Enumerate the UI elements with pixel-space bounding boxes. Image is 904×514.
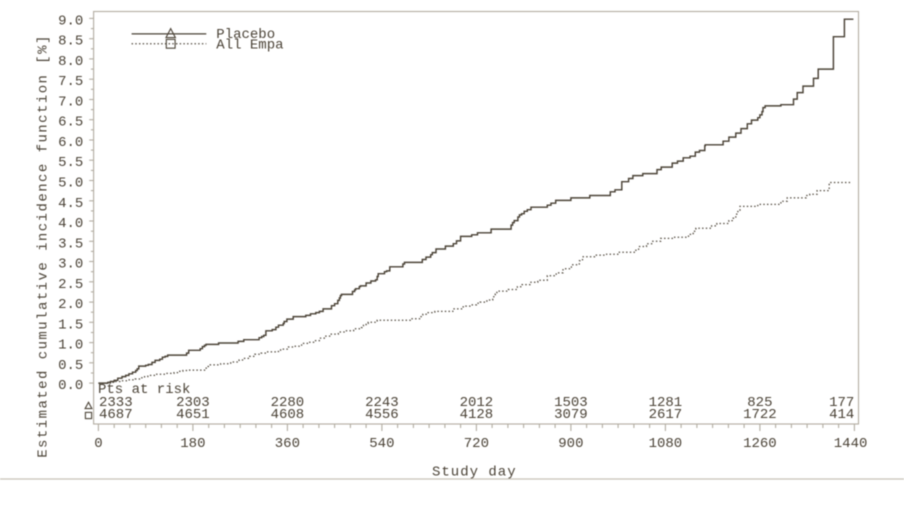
svg-text:1281: 1281 <box>649 395 683 411</box>
svg-text:0.5: 0.5 <box>58 358 83 374</box>
svg-text:4556: 4556 <box>365 407 399 423</box>
svg-text:4128: 4128 <box>460 407 494 423</box>
svg-text:7.0: 7.0 <box>58 95 83 111</box>
svg-text:1.0: 1.0 <box>58 338 83 354</box>
svg-text:177: 177 <box>829 395 854 411</box>
svg-text:7.5: 7.5 <box>58 74 83 90</box>
svg-text:2.5: 2.5 <box>58 277 83 293</box>
svg-text:2243: 2243 <box>365 395 399 411</box>
svg-text:2012: 2012 <box>460 395 494 411</box>
svg-text:Study day: Study day <box>432 464 517 480</box>
svg-text:8.0: 8.0 <box>58 54 83 70</box>
svg-text:2333: 2333 <box>99 395 133 411</box>
svg-text:2.0: 2.0 <box>58 297 83 313</box>
svg-text:8.5: 8.5 <box>58 34 83 50</box>
svg-text:4.5: 4.5 <box>58 196 83 212</box>
svg-text:540: 540 <box>369 436 394 452</box>
svg-text:3.5: 3.5 <box>58 236 83 252</box>
svg-text:825: 825 <box>747 395 772 411</box>
svg-text:900: 900 <box>558 436 583 452</box>
svg-text:414: 414 <box>829 407 854 423</box>
svg-text:5.0: 5.0 <box>58 176 83 192</box>
svg-text:1722: 1722 <box>743 407 777 423</box>
svg-text:6.5: 6.5 <box>58 115 83 131</box>
svg-text:5.5: 5.5 <box>58 155 83 171</box>
svg-text:0: 0 <box>94 436 102 452</box>
svg-text:4608: 4608 <box>271 407 305 423</box>
svg-text:1.5: 1.5 <box>58 317 83 333</box>
svg-text:4651: 4651 <box>176 407 210 423</box>
svg-text:All Empa: All Empa <box>216 37 283 53</box>
svg-text:Placebo: Placebo <box>216 27 275 43</box>
svg-text:2280: 2280 <box>271 395 305 411</box>
svg-text:2617: 2617 <box>649 407 683 423</box>
svg-text:180: 180 <box>180 436 205 452</box>
svg-text:1440: 1440 <box>834 436 868 452</box>
svg-text:Estimated cumulative incidence: Estimated cumulative incidence function … <box>36 34 52 458</box>
svg-text:1260: 1260 <box>743 436 777 452</box>
svg-text:4.0: 4.0 <box>58 216 83 232</box>
svg-text:0.0: 0.0 <box>58 378 83 394</box>
svg-text:2303: 2303 <box>176 395 210 411</box>
svg-text:9.0: 9.0 <box>58 13 83 29</box>
svg-text:4687: 4687 <box>99 407 133 423</box>
svg-text:6.0: 6.0 <box>58 135 83 151</box>
svg-text:3079: 3079 <box>554 407 588 423</box>
svg-text:1503: 1503 <box>554 395 588 411</box>
svg-text:360: 360 <box>275 436 300 452</box>
svg-text:1080: 1080 <box>649 436 683 452</box>
svg-text:3.0: 3.0 <box>58 257 83 273</box>
svg-text:720: 720 <box>464 436 489 452</box>
svg-text:Pts at risk: Pts at risk <box>98 382 190 398</box>
